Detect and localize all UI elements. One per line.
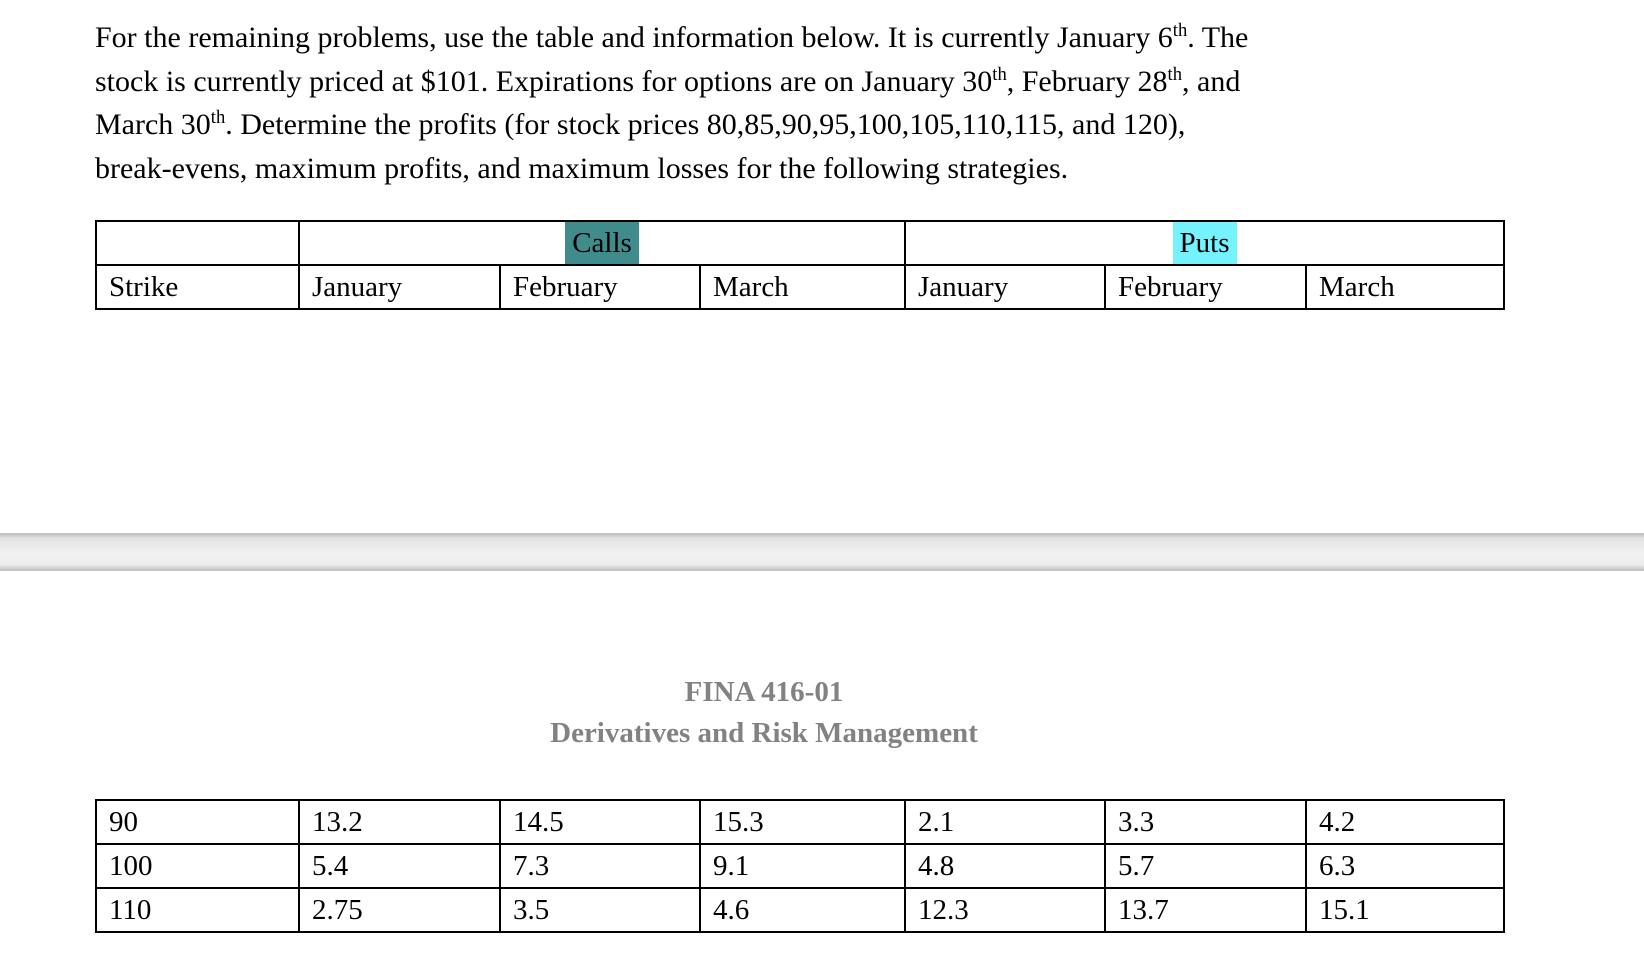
column-header-puts-march: March bbox=[1305, 264, 1506, 310]
problem-statement-line-3: March 30th. Determine the profits (for s… bbox=[95, 103, 1495, 147]
column-header-calls-january: January bbox=[298, 264, 501, 310]
text-run: , February 28 bbox=[1006, 64, 1168, 98]
put-march-cell: 15.1 bbox=[1305, 887, 1505, 933]
text-run: break-evens, maximum profits, and maximu… bbox=[95, 151, 1069, 185]
column-header-puts-january: January bbox=[904, 264, 1107, 310]
course-code: FINA 416-01 bbox=[684, 676, 844, 708]
course-title: Derivatives and Risk Management bbox=[550, 717, 978, 749]
puts-group-cell: Puts bbox=[904, 220, 1506, 266]
problem-statement-line-2: stock is currently priced at $101. Expir… bbox=[95, 60, 1495, 104]
put-january-cell: 2.1 bbox=[904, 799, 1106, 845]
ordinal-superscript: th bbox=[1172, 20, 1188, 41]
problem-statement-line-4: break-evens, maximum profits, and maximu… bbox=[95, 147, 1495, 191]
call-january-cell: 2.75 bbox=[298, 887, 501, 933]
text-run: stock is currently priced at $101. Expir… bbox=[95, 64, 993, 98]
call-march-cell: 9.1 bbox=[699, 843, 906, 889]
empty-corner-cell bbox=[95, 220, 300, 266]
ordinal-superscript: th bbox=[1167, 63, 1183, 85]
group-header-row: Calls Puts bbox=[95, 220, 1506, 266]
call-january-cell: 13.2 bbox=[298, 799, 501, 845]
problem-statement: For the remaining problems, use the tabl… bbox=[95, 16, 1495, 190]
put-march-cell: 6.3 bbox=[1305, 843, 1505, 889]
put-february-cell: 5.7 bbox=[1104, 843, 1307, 889]
options-price-table-body: 90 13.2 14.5 15.3 2.1 3.3 4.2 100 5.4 7.… bbox=[95, 799, 1505, 933]
strike-cell: 90 bbox=[95, 799, 300, 845]
call-january-cell: 5.4 bbox=[298, 843, 501, 889]
table-row: 110 2.75 3.5 4.6 12.3 13.7 15.1 bbox=[95, 887, 1505, 933]
call-february-cell: 7.3 bbox=[499, 843, 701, 889]
column-header-calls-march: March bbox=[698, 264, 907, 310]
column-header-row: Strike January February March January Fe… bbox=[95, 264, 1506, 310]
column-header-strike: Strike bbox=[95, 264, 300, 310]
call-february-cell: 14.5 bbox=[499, 799, 701, 845]
calls-group-cell: Calls bbox=[297, 220, 907, 266]
ordinal-superscript: th bbox=[992, 63, 1007, 85]
page-header: FINA 416-01 Derivatives and Risk Managem… bbox=[95, 672, 1433, 754]
column-header-calls-february: February bbox=[499, 264, 701, 310]
call-march-cell: 15.3 bbox=[699, 799, 906, 845]
call-february-cell: 3.5 bbox=[499, 887, 701, 933]
text-run: . The bbox=[1187, 21, 1249, 54]
put-january-cell: 4.8 bbox=[904, 843, 1106, 889]
put-january-cell: 12.3 bbox=[904, 887, 1106, 933]
put-february-cell: 13.7 bbox=[1104, 887, 1307, 933]
put-march-cell: 4.2 bbox=[1305, 799, 1505, 845]
column-header-puts-february: February bbox=[1104, 264, 1308, 310]
options-price-table-header: Calls Puts Strike January February March… bbox=[95, 220, 1506, 310]
table-row: 90 13.2 14.5 15.3 2.1 3.3 4.2 bbox=[95, 799, 1505, 845]
strike-cell: 110 bbox=[95, 887, 300, 933]
calls-group-label: Calls bbox=[565, 223, 639, 263]
text-run: March 30 bbox=[95, 108, 211, 141]
text-run: , and bbox=[1182, 64, 1241, 98]
page-break-separator bbox=[0, 533, 1644, 571]
puts-group-label: Puts bbox=[1172, 223, 1237, 263]
text-run: For the remaining problems, use the tabl… bbox=[95, 21, 1173, 54]
call-march-cell: 4.6 bbox=[699, 887, 906, 933]
strike-cell: 100 bbox=[95, 843, 300, 889]
text-run: . Determine the profits (for stock price… bbox=[225, 108, 1186, 141]
table-row: 100 5.4 7.3 9.1 4.8 5.7 6.3 bbox=[95, 843, 1505, 889]
put-february-cell: 3.3 bbox=[1104, 799, 1307, 845]
ordinal-superscript: th bbox=[210, 107, 226, 128]
problem-statement-line-1: For the remaining problems, use the tabl… bbox=[95, 16, 1495, 60]
